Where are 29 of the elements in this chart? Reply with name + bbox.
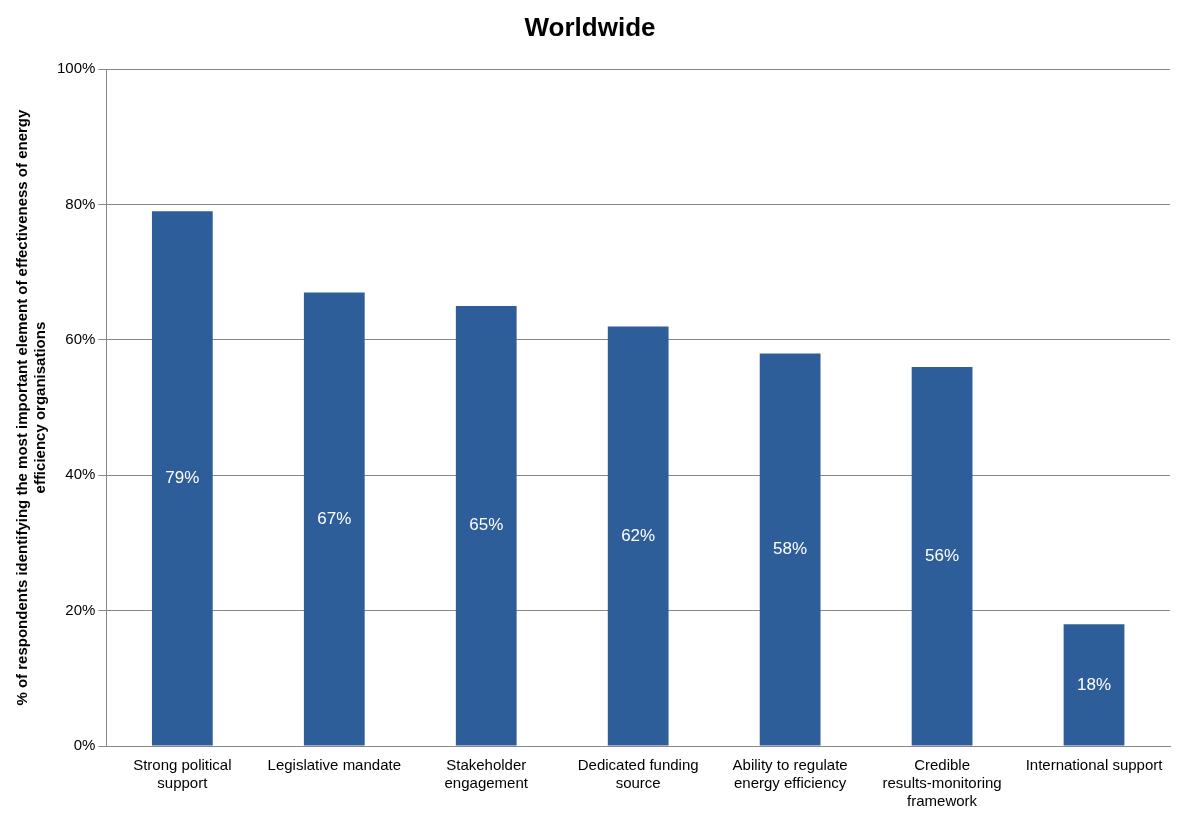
x-tick-label: Stakeholder engagement — [444, 756, 529, 792]
y-axis-title: % of respondents identifying the most important element of effectiveness of energy efficiency organisations — [13, 108, 49, 706]
x-tick-label: Legislative mandate — [267, 756, 401, 774]
y-tick-label: 80% — [65, 194, 96, 212]
bar — [455, 306, 517, 746]
data-label: 65% — [469, 515, 504, 535]
x-tick-label: Dedicated funding source — [577, 756, 699, 792]
bar — [1063, 624, 1125, 746]
x-tick-label: Strong political support — [133, 756, 232, 792]
y-tick-label: 0% — [73, 736, 96, 754]
y-tick-label: 60% — [65, 330, 96, 348]
data-label: 62% — [621, 525, 656, 545]
y-tick-label: 100% — [56, 59, 96, 77]
bar — [151, 211, 213, 746]
data-label: 18% — [1077, 674, 1112, 694]
bar — [303, 292, 365, 746]
bar — [911, 366, 973, 746]
bar — [607, 326, 669, 746]
chart-title: Worldwide — [524, 11, 656, 42]
data-label: 67% — [317, 508, 352, 528]
bar — [759, 353, 821, 746]
y-tick-label: 20% — [65, 600, 96, 618]
data-label: 79% — [165, 468, 200, 488]
data-label: 56% — [925, 545, 960, 565]
x-tick-label: International support — [1025, 756, 1164, 774]
data-label: 58% — [773, 539, 808, 559]
y-tick-label: 40% — [65, 465, 96, 483]
x-tick-label: Credible results-monitoring framework — [882, 756, 1002, 810]
x-tick-label: Ability to regulate energy efficiency — [732, 756, 848, 792]
